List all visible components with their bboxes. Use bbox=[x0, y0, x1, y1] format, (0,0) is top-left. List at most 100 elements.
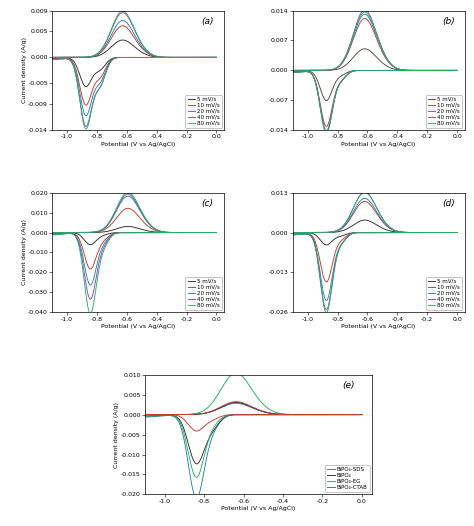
80 mV/s bbox=[384, 222, 390, 228]
Line: BiPO₄: BiPO₄ bbox=[145, 402, 362, 464]
80 mV/s bbox=[294, 231, 300, 238]
80 mV/s bbox=[204, 54, 210, 60]
20 mV/s bbox=[204, 54, 210, 60]
5 mV/s bbox=[384, 227, 390, 234]
20 mV/s bbox=[362, 11, 368, 17]
10 mV/s bbox=[294, 69, 300, 75]
10 mV/s bbox=[214, 229, 219, 236]
BiPO₄-EG bbox=[148, 413, 154, 419]
Line: 20 mV/s: 20 mV/s bbox=[52, 196, 217, 285]
40 mV/s bbox=[214, 229, 219, 236]
80 mV/s bbox=[445, 229, 451, 236]
80 mV/s bbox=[294, 69, 300, 75]
BiPO₄-EG bbox=[359, 411, 365, 418]
BiPO₄-EG bbox=[337, 411, 343, 418]
80 mV/s bbox=[454, 67, 460, 74]
X-axis label: Potential (V vs Ag/AgCl): Potential (V vs Ag/AgCl) bbox=[221, 505, 295, 511]
10 mV/s bbox=[204, 54, 210, 60]
20 mV/s bbox=[324, 297, 329, 304]
BiPO₄-SDS bbox=[359, 411, 365, 418]
10 mV/s bbox=[384, 57, 390, 64]
80 mV/s bbox=[214, 54, 219, 60]
5 mV/s bbox=[362, 217, 368, 223]
80 mV/s bbox=[303, 231, 309, 237]
10 mV/s bbox=[83, 102, 89, 108]
80 mV/s bbox=[445, 67, 450, 74]
20 mV/s bbox=[204, 54, 210, 60]
80 mV/s bbox=[324, 130, 329, 136]
20 mV/s bbox=[197, 54, 202, 60]
80 mV/s bbox=[204, 229, 210, 236]
80 mV/s bbox=[384, 56, 390, 63]
BiPO₄ bbox=[347, 411, 353, 418]
20 mV/s bbox=[214, 54, 219, 60]
10 mV/s bbox=[384, 224, 390, 230]
10 mV/s bbox=[204, 229, 210, 236]
Legend: 5 mV/s, 10 mV/s, 20 mV/s, 40 mV/s, 80 mV/s: 5 mV/s, 10 mV/s, 20 mV/s, 40 mV/s, 80 mV… bbox=[185, 95, 222, 128]
5 mV/s bbox=[204, 229, 210, 236]
20 mV/s bbox=[54, 231, 59, 237]
Line: 40 mV/s: 40 mV/s bbox=[52, 13, 217, 126]
5 mV/s bbox=[438, 67, 443, 74]
10 mV/s bbox=[454, 67, 460, 74]
40 mV/s bbox=[303, 68, 309, 75]
BiPO₄ bbox=[359, 411, 365, 418]
80 mV/s bbox=[214, 54, 219, 60]
Legend: 5 mV/s, 10 mV/s, 20 mV/s, 40 mV/s, 80 mV/s: 5 mV/s, 10 mV/s, 20 mV/s, 40 mV/s, 80 mV… bbox=[426, 95, 462, 128]
Line: 10 mV/s: 10 mV/s bbox=[52, 208, 217, 269]
Line: 20 mV/s: 20 mV/s bbox=[292, 198, 457, 300]
20 mV/s bbox=[120, 17, 126, 24]
20 mV/s bbox=[144, 218, 150, 225]
Line: 40 mV/s: 40 mV/s bbox=[292, 10, 457, 133]
20 mV/s bbox=[445, 229, 451, 236]
40 mV/s bbox=[438, 67, 443, 74]
BiPO₄ bbox=[267, 410, 273, 416]
Line: BiPO₄-CTAB: BiPO₄-CTAB bbox=[145, 402, 362, 431]
5 mV/s bbox=[204, 54, 210, 60]
20 mV/s bbox=[62, 230, 68, 237]
40 mV/s bbox=[54, 231, 59, 238]
BiPO₄-CTAB bbox=[159, 412, 165, 418]
BiPO₄-SDS bbox=[193, 494, 199, 501]
40 mV/s bbox=[204, 229, 210, 236]
BiPO₄-CTAB bbox=[337, 411, 343, 418]
Line: 80 mV/s: 80 mV/s bbox=[292, 192, 457, 313]
10 mV/s bbox=[204, 54, 210, 60]
10 mV/s bbox=[54, 56, 59, 62]
5 mV/s bbox=[54, 55, 59, 62]
80 mV/s bbox=[454, 229, 460, 236]
80 mV/s bbox=[120, 8, 126, 14]
10 mV/s bbox=[54, 230, 59, 237]
5 mV/s bbox=[214, 229, 219, 236]
BiPO₄-CTAB bbox=[359, 411, 365, 418]
40 mV/s bbox=[454, 229, 460, 236]
10 mV/s bbox=[445, 229, 451, 236]
10 mV/s bbox=[454, 229, 460, 236]
80 mV/s bbox=[125, 189, 131, 195]
Line: BiPO₄-EG: BiPO₄-EG bbox=[145, 373, 362, 478]
5 mV/s bbox=[384, 63, 390, 69]
BiPO₄-EG bbox=[159, 412, 165, 419]
20 mV/s bbox=[303, 68, 309, 75]
10 mV/s bbox=[214, 54, 219, 60]
BiPO₄-CTAB bbox=[347, 411, 353, 418]
10 mV/s bbox=[294, 231, 300, 237]
BiPO₄-EG bbox=[359, 411, 365, 418]
10 mV/s bbox=[62, 230, 68, 236]
Line: 20 mV/s: 20 mV/s bbox=[292, 14, 457, 131]
5 mV/s bbox=[125, 224, 131, 230]
5 mV/s bbox=[214, 54, 219, 60]
80 mV/s bbox=[204, 229, 210, 236]
X-axis label: Potential (V vs Ag/AgCl): Potential (V vs Ag/AgCl) bbox=[341, 323, 416, 329]
80 mV/s bbox=[144, 47, 150, 54]
20 mV/s bbox=[197, 229, 202, 236]
5 mV/s bbox=[144, 228, 150, 234]
Line: 80 mV/s: 80 mV/s bbox=[292, 12, 457, 133]
5 mV/s bbox=[214, 229, 219, 236]
10 mV/s bbox=[303, 68, 309, 75]
40 mV/s bbox=[324, 130, 329, 136]
20 mV/s bbox=[88, 282, 93, 288]
10 mV/s bbox=[324, 123, 329, 129]
X-axis label: Potential (V vs Ag/AgCl): Potential (V vs Ag/AgCl) bbox=[101, 141, 175, 147]
BiPO₄-CTAB bbox=[267, 410, 273, 416]
